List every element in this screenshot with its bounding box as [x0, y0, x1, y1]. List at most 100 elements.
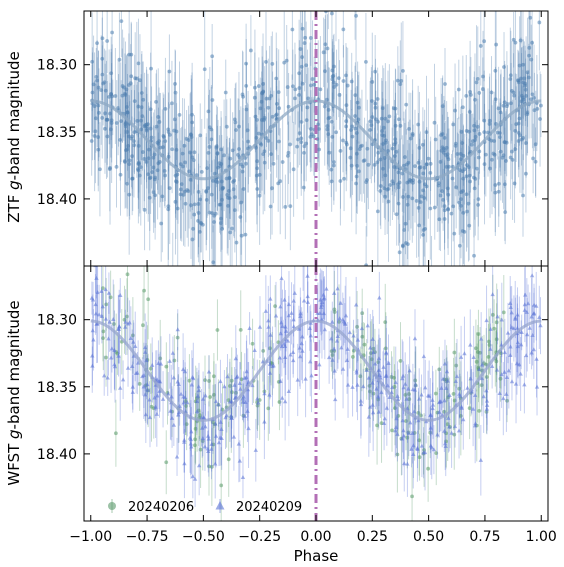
data-point — [293, 87, 298, 92]
data-point — [255, 403, 260, 408]
data-point-triangle — [358, 402, 364, 407]
data-point-triangle — [405, 461, 410, 466]
data-point-triangle — [534, 356, 539, 361]
data-point — [338, 148, 343, 153]
data-point — [418, 165, 423, 170]
data-point — [399, 79, 404, 83]
data-point — [349, 163, 354, 168]
data-point-triangle — [446, 415, 451, 420]
data-point — [472, 186, 477, 191]
data-point — [454, 185, 459, 190]
data-point-triangle — [376, 409, 381, 414]
data-point — [114, 121, 119, 125]
data-point — [416, 410, 421, 415]
y-tick-label: 18.35 — [37, 125, 77, 141]
data-point — [112, 322, 116, 326]
data-point — [516, 80, 521, 85]
data-point — [172, 117, 177, 122]
data-point — [160, 194, 165, 199]
data-point — [375, 423, 379, 428]
data-point — [396, 182, 401, 187]
data-point-triangle — [213, 399, 219, 404]
data-point-triangle — [199, 415, 204, 420]
data-point — [432, 120, 437, 125]
data-point — [505, 398, 509, 403]
data-point-triangle — [513, 316, 518, 321]
data-point — [167, 186, 172, 191]
data-point — [226, 457, 231, 462]
data-point-triangle — [502, 369, 507, 374]
data-point — [445, 186, 450, 191]
data-point-triangle — [400, 373, 406, 378]
data-point — [407, 392, 411, 396]
data-point — [100, 72, 105, 77]
data-point — [523, 87, 528, 92]
data-point — [397, 250, 402, 255]
ztf-x-ticks — [90, 11, 542, 266]
data-point-triangle — [358, 398, 364, 403]
data-point-triangle — [144, 358, 149, 363]
data-point — [476, 202, 481, 207]
data-point — [246, 139, 250, 144]
data-point — [467, 223, 472, 228]
data-point — [393, 406, 397, 411]
data-point-triangle — [525, 301, 531, 306]
data-point — [453, 141, 458, 146]
data-point — [403, 221, 408, 226]
data-point-triangle — [286, 313, 291, 318]
data-point-triangle — [142, 349, 148, 354]
data-point — [253, 85, 257, 90]
data-point — [344, 119, 349, 124]
data-point — [329, 119, 334, 124]
data-point — [539, 103, 543, 108]
data-point — [417, 438, 421, 443]
data-point — [125, 181, 130, 186]
data-point-triangle — [523, 292, 528, 297]
data-point — [232, 117, 237, 122]
data-point — [130, 154, 134, 159]
data-point-triangle — [205, 433, 211, 438]
data-point-triangle — [430, 397, 435, 402]
data-point-triangle — [368, 345, 373, 350]
data-point-triangle — [473, 393, 478, 398]
data-point — [192, 202, 197, 207]
data-point-triangle — [223, 415, 228, 420]
data-point-triangle — [100, 304, 105, 309]
data-point — [477, 91, 482, 95]
data-point — [96, 147, 101, 152]
data-point-triangle — [130, 389, 135, 394]
data-point — [226, 189, 231, 193]
data-point — [472, 175, 476, 180]
data-point — [472, 128, 477, 133]
data-point — [464, 192, 469, 197]
data-point — [440, 145, 445, 150]
x-tick-label: 0.25 — [357, 529, 388, 545]
data-point — [237, 124, 241, 129]
data-point-triangle — [484, 388, 489, 393]
data-point — [498, 110, 503, 115]
data-point — [493, 68, 498, 73]
data-point — [416, 160, 421, 165]
data-point — [163, 139, 168, 144]
data-point — [284, 58, 289, 63]
data-point-triangle — [99, 313, 105, 318]
data-point — [269, 152, 274, 156]
data-point — [271, 161, 276, 166]
data-point — [139, 105, 144, 110]
data-point — [428, 171, 433, 175]
data-point-triangle — [266, 318, 271, 323]
data-point-triangle — [195, 393, 201, 398]
data-point-triangle — [328, 336, 334, 341]
data-point-triangle — [118, 385, 123, 390]
data-point — [127, 158, 132, 163]
data-point — [527, 53, 531, 58]
data-point — [518, 38, 523, 43]
data-point — [100, 36, 105, 41]
data-point — [213, 179, 218, 184]
data-point — [228, 384, 232, 388]
data-point — [442, 136, 447, 140]
data-point-triangle — [417, 396, 422, 401]
data-point — [398, 359, 403, 363]
data-point — [341, 79, 346, 83]
data-point-triangle — [505, 330, 511, 335]
